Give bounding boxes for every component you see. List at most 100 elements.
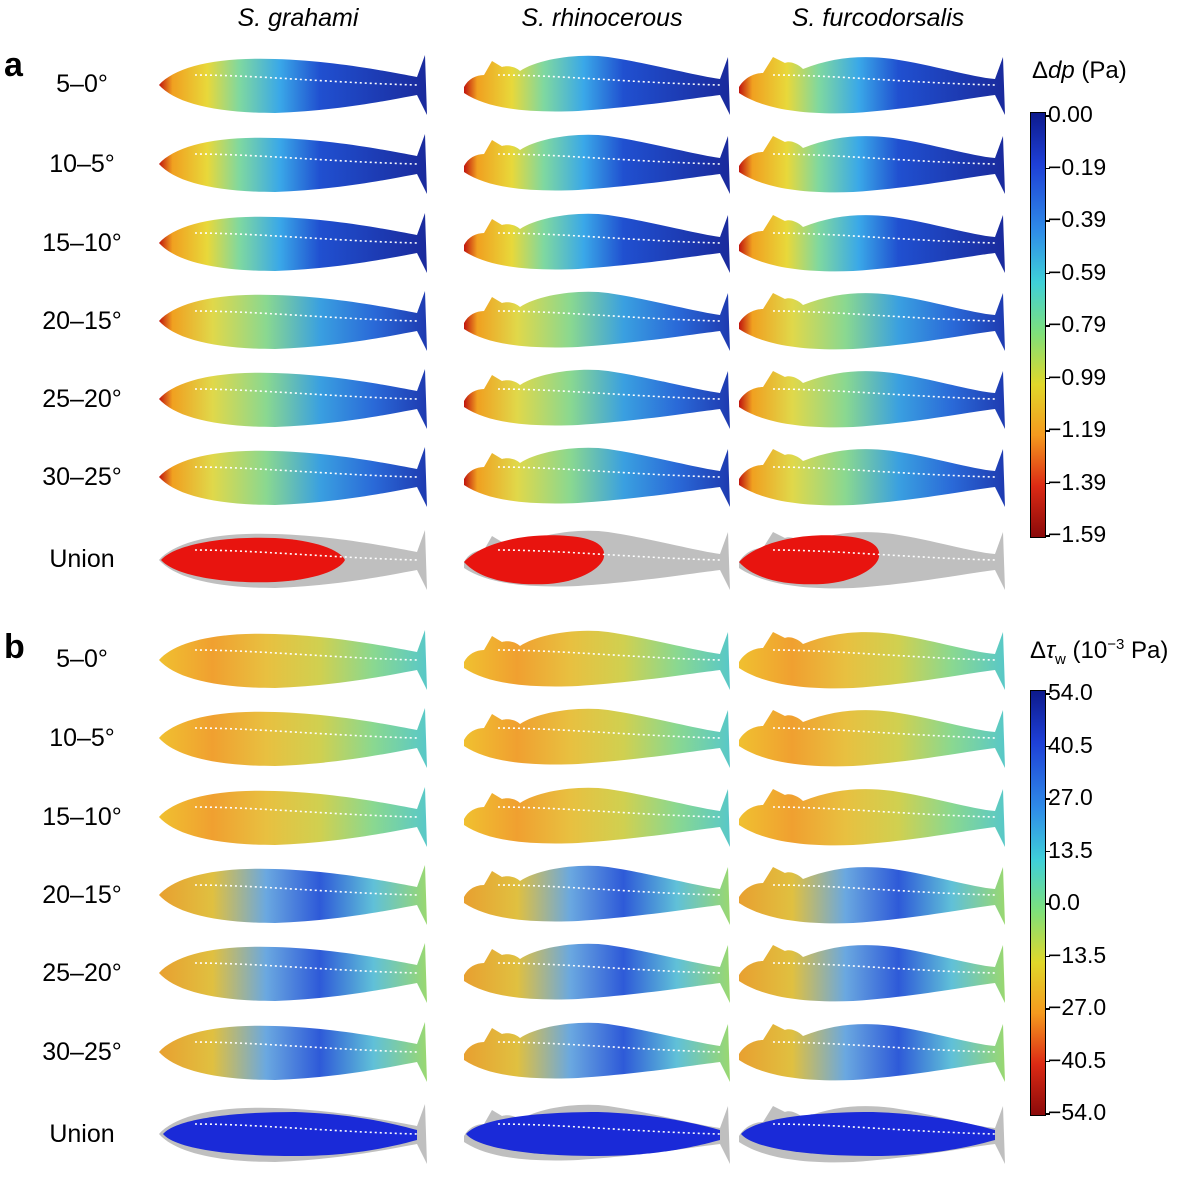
fish-b-r5-c3 bbox=[739, 945, 1005, 1003]
colorbar-a-tick-mark bbox=[1045, 325, 1050, 327]
fish-a-r6-c2 bbox=[464, 447, 730, 507]
colorbar-b-tick-mark bbox=[1045, 955, 1050, 957]
panel-label-a: a bbox=[4, 46, 23, 84]
union-region bbox=[739, 535, 880, 585]
fish-b-r5-c2 bbox=[464, 943, 730, 1003]
fish-a-r6-c3 bbox=[739, 449, 1005, 507]
fish-body bbox=[739, 1024, 1005, 1082]
fish-a-r4-c2 bbox=[464, 291, 730, 351]
fish-b-r5-c1 bbox=[159, 943, 427, 1003]
fish-body bbox=[464, 787, 730, 847]
fish-b-r1-c1 bbox=[159, 630, 427, 690]
colorbar-a-tick-mark bbox=[1045, 272, 1050, 274]
colorbar-a-tick-label: −0.19 bbox=[1048, 153, 1107, 180]
fish-body bbox=[464, 708, 730, 768]
fish-b-r4-c1 bbox=[159, 865, 427, 925]
fish-body bbox=[739, 632, 1005, 690]
fish-body bbox=[159, 630, 427, 690]
colorbar-b-tick-mark bbox=[1045, 1060, 1050, 1062]
fish-b-r4-c2 bbox=[464, 865, 730, 925]
fish-body bbox=[464, 213, 730, 273]
colorbar-b-tick-mark bbox=[1045, 850, 1050, 852]
fish-b-r2-c3 bbox=[739, 710, 1005, 768]
fish-b-r7-c3 bbox=[739, 1106, 1005, 1164]
row-label-a-3: 15–10° bbox=[42, 229, 122, 257]
colorbar-b-tick-mark bbox=[1045, 745, 1050, 747]
union-region bbox=[741, 1112, 995, 1156]
colorbar-a-tick-label: −0.39 bbox=[1048, 206, 1107, 232]
row-label-b-4: 20–15° bbox=[42, 881, 122, 909]
species-header-furcodorsalis: S. furcodorsalis bbox=[791, 4, 965, 32]
fish-a-r5-c1 bbox=[159, 369, 427, 429]
fish-body bbox=[464, 943, 730, 1003]
colorbar-b-tick-mark bbox=[1045, 798, 1050, 800]
colorbar-a-tick-label: −1.39 bbox=[1048, 468, 1107, 495]
colorbar-b bbox=[1030, 690, 1046, 1116]
colorbar-a-tick-mark bbox=[1045, 377, 1050, 379]
fish-b-r1-c3 bbox=[739, 632, 1005, 690]
row-label-b-6: 30–25° bbox=[42, 1038, 122, 1066]
fish-a-r3-c3 bbox=[739, 215, 1005, 273]
fish-body bbox=[159, 708, 427, 768]
colorbar-b-tick-mark bbox=[1045, 1008, 1050, 1010]
fish-a-r5-c3 bbox=[739, 371, 1005, 429]
fish-b-r2-c2 bbox=[464, 708, 730, 768]
colorbar-b-tick-label: −40.5 bbox=[1048, 1046, 1107, 1073]
colorbar-b-tick-mark bbox=[1045, 1113, 1050, 1115]
fish-b-r6-c2 bbox=[464, 1022, 730, 1082]
union-region bbox=[161, 537, 345, 583]
fish-body bbox=[739, 789, 1005, 847]
row-label-b-union: Union bbox=[49, 1120, 115, 1148]
fish-body bbox=[739, 449, 1005, 507]
colorbar-a-tick-label: −1.59 bbox=[1048, 521, 1107, 547]
fish-body bbox=[159, 55, 427, 115]
colorbar-b-tick-label: 13.5 bbox=[1048, 836, 1093, 863]
fish-a-r2-c1 bbox=[159, 134, 427, 194]
fish-body bbox=[739, 371, 1005, 429]
colorbar-a-title: Δdp (Pa) bbox=[1032, 57, 1127, 84]
colorbar-a-tick-label: −0.99 bbox=[1048, 363, 1107, 390]
colorbar-b-tick-label: 40.5 bbox=[1048, 731, 1093, 758]
row-label-a-6: 30–25° bbox=[42, 463, 122, 491]
fish-a-r4-c3 bbox=[739, 293, 1005, 351]
row-label-a-union: Union bbox=[49, 545, 115, 573]
row-label-b-5: 25–20° bbox=[42, 959, 122, 987]
fish-body bbox=[159, 943, 427, 1003]
fish-body bbox=[464, 369, 730, 429]
fish-body bbox=[159, 134, 427, 194]
row-label-a-2: 10–5° bbox=[49, 150, 115, 178]
fish-a-r4-c1 bbox=[159, 291, 427, 351]
fish-b-r1-c2 bbox=[464, 630, 730, 690]
fish-body bbox=[739, 293, 1005, 351]
fish-body bbox=[739, 945, 1005, 1003]
colorbar-b-tick-label: 27.0 bbox=[1048, 784, 1093, 810]
colorbar-a bbox=[1030, 112, 1046, 538]
fish-body bbox=[464, 134, 730, 194]
colorbar-a-tick-label: −0.79 bbox=[1048, 311, 1107, 337]
colorbar-b-tick-label: 54.0 bbox=[1048, 679, 1093, 705]
row-label-a-1: 5–0° bbox=[56, 70, 108, 98]
fish-body bbox=[739, 867, 1005, 925]
fish-body bbox=[739, 710, 1005, 768]
fish-body bbox=[159, 447, 427, 507]
row-label-a-5: 25–20° bbox=[42, 385, 122, 413]
fish-body bbox=[739, 57, 1005, 115]
fish-body bbox=[464, 291, 730, 351]
fish-body bbox=[159, 369, 427, 429]
fish-a-r7-c2 bbox=[464, 530, 730, 590]
colorbar-a-tick-label: 0.00 bbox=[1048, 101, 1093, 127]
fish-body bbox=[159, 787, 427, 847]
colorbar-b-tick-label: −13.5 bbox=[1048, 941, 1107, 968]
fish-b-r2-c1 bbox=[159, 708, 427, 768]
fish-a-r7-c3 bbox=[739, 532, 1005, 590]
union-region bbox=[464, 535, 605, 585]
row-label-b-2: 10–5° bbox=[49, 724, 115, 752]
fish-body bbox=[464, 447, 730, 507]
species-header-grahami: S. grahami bbox=[237, 4, 359, 32]
fish-b-r3-c2 bbox=[464, 787, 730, 847]
fish-body bbox=[159, 865, 427, 925]
fish-body bbox=[159, 213, 427, 273]
fish-b-r3-c3 bbox=[739, 789, 1005, 847]
fish-b-r7-c1 bbox=[159, 1104, 427, 1164]
colorbar-a-tick-mark bbox=[1045, 535, 1050, 537]
